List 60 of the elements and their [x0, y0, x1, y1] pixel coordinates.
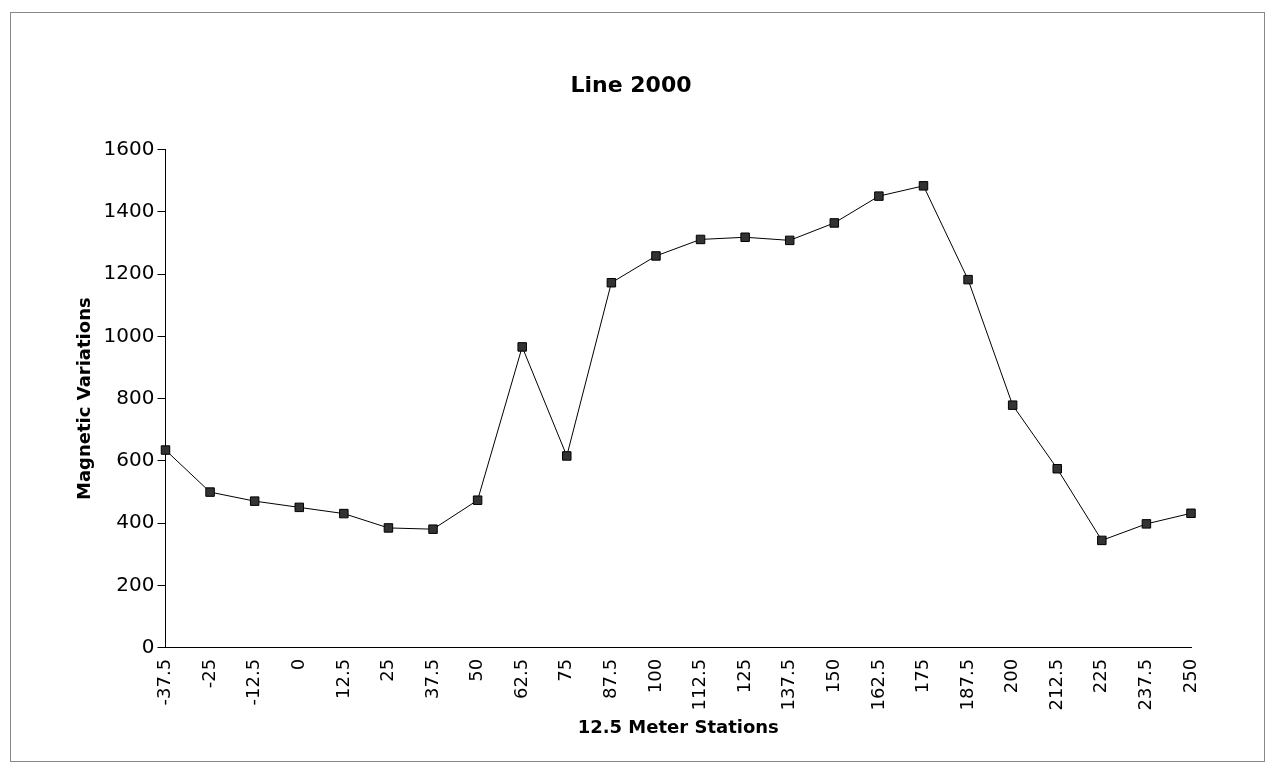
x-tick-label: 125 — [732, 658, 754, 694]
point — [1007, 400, 1018, 410]
point — [339, 508, 349, 519]
chart-title: Line 2000 — [570, 71, 692, 97]
x-axis-title: 12.5 Meter Stations — [577, 715, 779, 737]
point — [562, 451, 572, 461]
x-tick-label: 212.5 — [1044, 658, 1066, 711]
point — [651, 251, 661, 261]
point — [829, 218, 840, 228]
x-tick-label: 25 — [376, 658, 398, 682]
x-tick-label: 175 — [911, 658, 933, 694]
x-tick-label: 137.5 — [777, 658, 799, 711]
point — [205, 487, 215, 497]
y-tick-label: 1600 — [103, 135, 155, 160]
point — [1052, 463, 1062, 474]
point — [517, 342, 527, 352]
point — [472, 495, 483, 505]
x-tick-label: 112.5 — [688, 658, 710, 711]
x-tick-label: 37.5 — [420, 658, 442, 699]
x-tick-label: 0 — [286, 658, 308, 671]
point — [874, 191, 884, 201]
x-tick-label: 87.5 — [599, 658, 621, 699]
y-tick-label: 400 — [116, 509, 155, 534]
x-tick-label: -25 — [197, 658, 219, 689]
x-tick-label: 12.5 — [331, 658, 353, 699]
point — [428, 524, 438, 534]
y-tick-label: 1200 — [103, 260, 155, 285]
point — [1097, 535, 1107, 546]
x-tick-label: 50 — [465, 658, 487, 682]
y-axis-title: Magnetic Variations — [73, 297, 95, 500]
y-tick-label: 800 — [116, 384, 155, 409]
point — [695, 234, 706, 245]
x-tick-label: 150 — [821, 658, 843, 694]
point — [294, 502, 304, 513]
x-tick-label: 225 — [1089, 658, 1111, 694]
point — [160, 445, 171, 455]
point — [784, 235, 795, 246]
point — [1186, 508, 1196, 519]
y-tick-label: 600 — [116, 447, 155, 472]
x-tick-label: 162.5 — [866, 658, 888, 711]
x-tick-label: -37.5 — [153, 658, 175, 706]
x-tick-label: 237.5 — [1134, 658, 1156, 711]
x-tick-label: 187.5 — [955, 658, 977, 711]
point — [963, 274, 973, 285]
x-tick-label: 62.5 — [509, 658, 531, 699]
point — [918, 181, 929, 191]
y-tick-label: 1400 — [103, 197, 155, 222]
x-tick-label: 75 — [554, 658, 576, 682]
point — [740, 232, 750, 242]
point — [1141, 519, 1152, 529]
x-tick-label: 250 — [1178, 658, 1200, 694]
x-tick-label: 200 — [1000, 658, 1022, 694]
x-tick-label: -12.5 — [242, 658, 264, 706]
y-tick-label: 0 — [141, 634, 155, 659]
point — [383, 523, 394, 533]
x-tick-label: 100 — [643, 658, 665, 694]
point — [249, 496, 260, 506]
y-tick-label: 1000 — [103, 322, 155, 347]
y-tick-label: 200 — [116, 571, 155, 596]
point — [606, 278, 617, 288]
